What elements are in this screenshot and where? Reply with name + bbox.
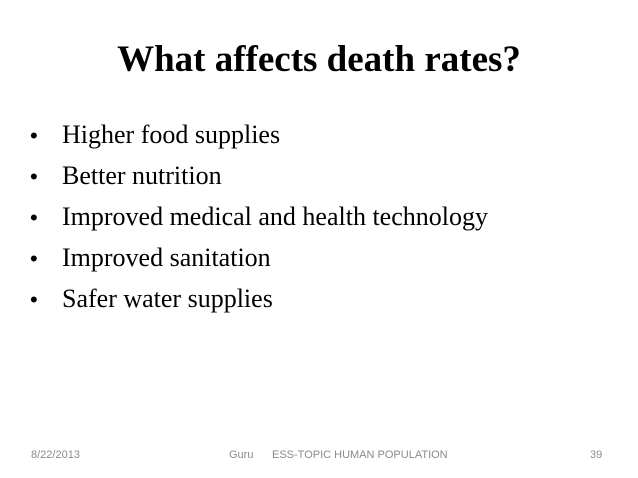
bullet-item: • Better nutrition bbox=[30, 155, 620, 196]
bullet-text: Improved medical and health technology bbox=[62, 202, 488, 231]
bullet-item: • Improved sanitation bbox=[30, 237, 620, 278]
bullet-text: Better nutrition bbox=[62, 161, 222, 190]
bullet-list: • Higher food supplies • Better nutritio… bbox=[30, 114, 620, 319]
footer-topic: ESS-TOPIC HUMAN POPULATION bbox=[272, 449, 448, 461]
bullet-icon: • bbox=[30, 246, 38, 271]
bullet-icon: • bbox=[30, 205, 38, 230]
footer-author: Guru bbox=[229, 449, 254, 461]
slide-title: What affects death rates? bbox=[117, 39, 521, 80]
bullet-item: • Higher food supplies bbox=[30, 114, 620, 155]
footer-date: 8/22/2013 bbox=[31, 449, 80, 461]
bullet-text: Improved sanitation bbox=[62, 243, 271, 272]
bullet-text: Higher food supplies bbox=[62, 120, 281, 149]
bullet-icon: • bbox=[30, 123, 38, 148]
footer-page-number: 39 bbox=[590, 449, 603, 461]
bullet-icon: • bbox=[30, 164, 38, 189]
bullet-text: Safer water supplies bbox=[62, 284, 273, 313]
bullet-item: • Improved medical and health technology bbox=[30, 196, 620, 237]
bullet-item: • Safer water supplies bbox=[30, 278, 620, 319]
bullet-icon: • bbox=[30, 287, 38, 312]
